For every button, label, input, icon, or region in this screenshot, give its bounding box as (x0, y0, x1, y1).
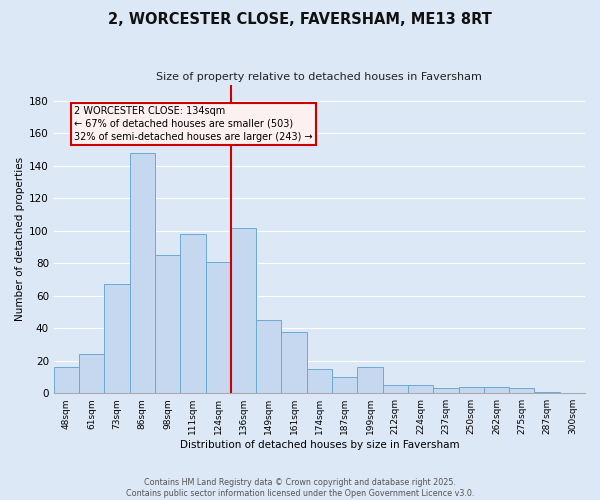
Bar (408, 385, 433, 393)
Bar (332, 377, 358, 393)
Bar (458, 386, 484, 393)
Bar (358, 367, 383, 393)
Bar (180, 234, 206, 393)
Text: 2 WORCESTER CLOSE: 134sqm
← 67% of detached houses are smaller (503)
32% of semi: 2 WORCESTER CLOSE: 134sqm ← 67% of detac… (74, 106, 313, 142)
Bar (54, 367, 79, 393)
Title: Size of property relative to detached houses in Faversham: Size of property relative to detached ho… (157, 72, 482, 83)
X-axis label: Distribution of detached houses by size in Faversham: Distribution of detached houses by size … (179, 440, 459, 450)
Bar (206, 262, 231, 393)
Bar (79, 354, 104, 393)
Text: 2, WORCESTER CLOSE, FAVERSHAM, ME13 8RT: 2, WORCESTER CLOSE, FAVERSHAM, ME13 8RT (108, 12, 492, 28)
Bar (307, 369, 332, 393)
Bar (281, 332, 307, 393)
Bar (383, 385, 408, 393)
Text: Contains HM Land Registry data © Crown copyright and database right 2025.
Contai: Contains HM Land Registry data © Crown c… (126, 478, 474, 498)
Bar (231, 228, 256, 393)
Bar (535, 392, 560, 393)
Bar (155, 255, 180, 393)
Bar (256, 320, 281, 393)
Bar (104, 284, 130, 393)
Bar (484, 386, 509, 393)
Y-axis label: Number of detached properties: Number of detached properties (15, 157, 25, 321)
Bar (130, 153, 155, 393)
Bar (433, 388, 458, 393)
Bar (509, 388, 535, 393)
